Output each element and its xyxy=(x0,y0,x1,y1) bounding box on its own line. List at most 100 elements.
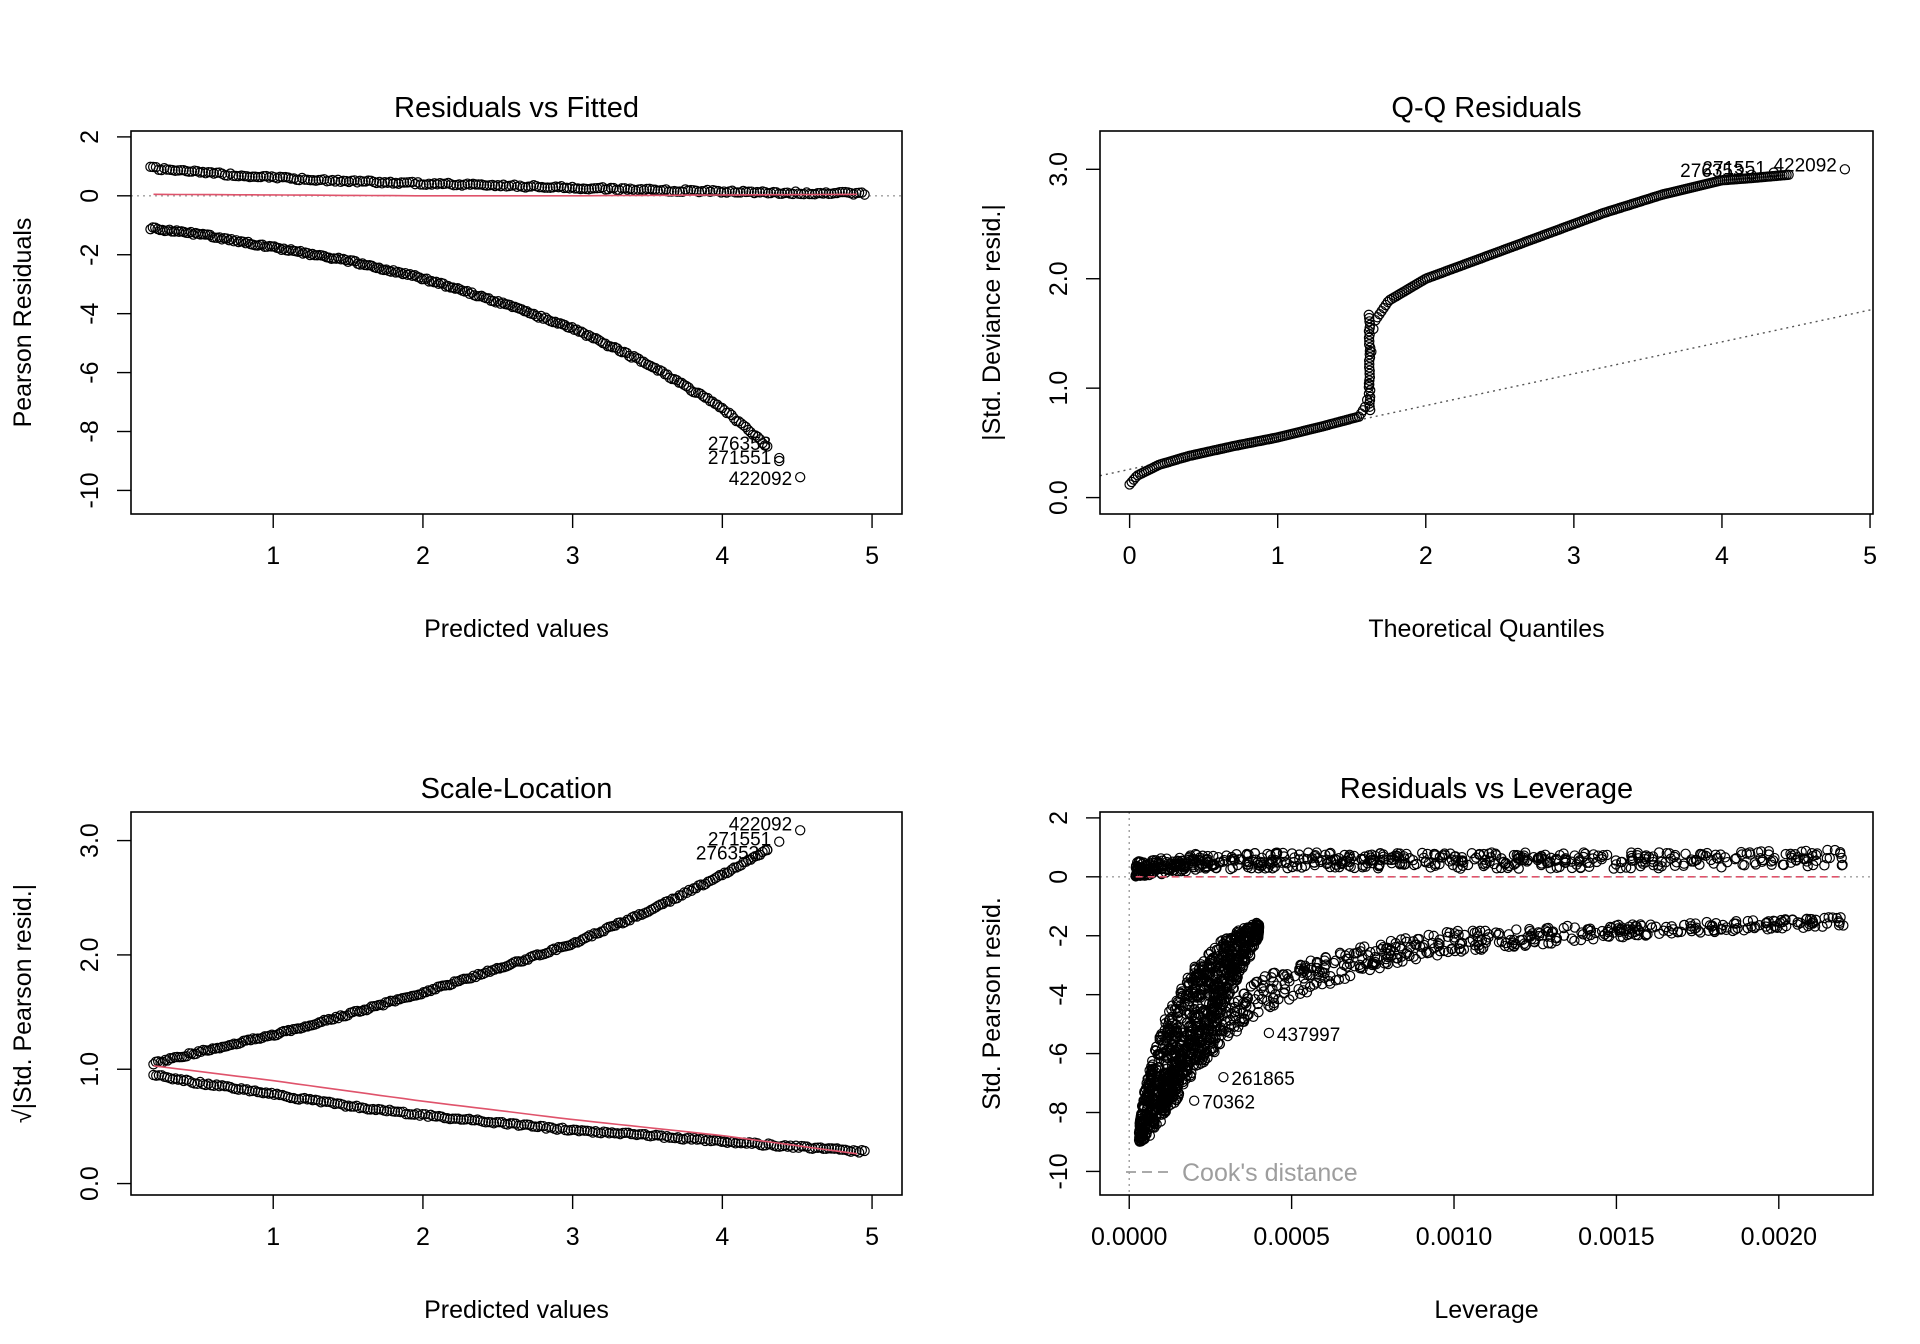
data-point xyxy=(175,165,186,176)
data-point xyxy=(1321,854,1332,865)
data-point xyxy=(1823,912,1834,923)
data-point xyxy=(185,226,197,238)
data-point xyxy=(1497,857,1509,868)
data-point xyxy=(1159,1024,1171,1036)
y-tick-label: 0.0 xyxy=(76,1166,104,1201)
data-point xyxy=(597,182,608,193)
data-point xyxy=(373,262,385,273)
data-point xyxy=(1232,995,1244,1007)
data-point xyxy=(319,250,330,262)
data-point xyxy=(1357,963,1368,974)
data-point xyxy=(1328,854,1339,865)
x-tick-label: 0 xyxy=(1123,542,1137,570)
data-point xyxy=(661,1131,673,1142)
data-point xyxy=(1421,946,1432,958)
y-tick-label: -4 xyxy=(1045,983,1073,1005)
data-point xyxy=(504,299,516,311)
data-point xyxy=(1708,858,1719,869)
qq-point xyxy=(1364,312,1375,324)
data-point xyxy=(1279,971,1291,982)
data-point xyxy=(787,1142,799,1153)
data-point xyxy=(558,182,570,194)
qq-point xyxy=(1363,381,1375,393)
data-point xyxy=(1191,971,1203,983)
data-point xyxy=(641,183,652,195)
data-point xyxy=(247,171,258,182)
data-point xyxy=(1188,977,1199,989)
data-point xyxy=(1156,1093,1167,1105)
data-point xyxy=(664,1132,675,1143)
data-point xyxy=(1243,932,1255,944)
labeled-point xyxy=(794,825,806,836)
data-point xyxy=(274,1089,285,1101)
data-point xyxy=(321,1015,332,1026)
data-point xyxy=(631,911,643,922)
data-point xyxy=(1296,862,1307,873)
data-point xyxy=(1319,967,1330,979)
data-point xyxy=(453,975,465,987)
data-point xyxy=(1183,988,1194,1000)
data-point xyxy=(273,243,285,254)
data-point xyxy=(1251,919,1262,930)
data-point xyxy=(1528,851,1539,863)
data-point xyxy=(414,1110,425,1121)
qq-point xyxy=(1363,378,1375,389)
data-point xyxy=(1366,849,1378,860)
data-point xyxy=(1199,984,1210,995)
labeled-point xyxy=(1263,1027,1275,1039)
data-point xyxy=(1253,926,1264,938)
data-point xyxy=(404,269,416,280)
data-point xyxy=(389,1106,401,1117)
plot-frame xyxy=(130,130,903,515)
data-point xyxy=(1474,943,1485,954)
data-point xyxy=(389,996,401,1007)
data-point xyxy=(1182,1050,1193,1062)
qq-point xyxy=(1357,405,1369,416)
data-point xyxy=(1193,1009,1205,1021)
data-point xyxy=(1731,916,1742,927)
data-point xyxy=(1200,854,1211,865)
data-point xyxy=(150,222,161,233)
data-point xyxy=(356,1005,368,1017)
data-point xyxy=(1464,936,1475,947)
data-point xyxy=(1310,849,1321,861)
data-point xyxy=(1316,979,1328,990)
y-axis-label: Std. Pearson resid. xyxy=(978,897,1006,1110)
data-point xyxy=(1344,849,1355,861)
data-point xyxy=(1311,847,1322,858)
data-point xyxy=(1608,927,1619,938)
data-point xyxy=(285,1092,296,1104)
data-point xyxy=(527,1121,538,1132)
data-point xyxy=(489,964,500,975)
data-point xyxy=(1728,918,1740,929)
x-tick-label: 0.0020 xyxy=(1741,1223,1817,1251)
data-point xyxy=(295,245,306,257)
data-point xyxy=(312,1095,324,1106)
smoother-line xyxy=(153,1065,858,1155)
y-axis-label: Pearson Residuals xyxy=(9,218,37,428)
data-point xyxy=(329,176,341,187)
y-axis-label: |Std. Deviance resid.| xyxy=(978,204,1006,441)
data-point xyxy=(1132,868,1143,879)
data-point xyxy=(1144,1082,1155,1094)
data-point xyxy=(1253,1006,1264,1018)
data-point xyxy=(1295,988,1306,999)
data-point xyxy=(175,1074,187,1085)
data-point xyxy=(305,174,316,186)
data-point xyxy=(538,1120,549,1132)
data-point xyxy=(524,1119,535,1131)
data-point xyxy=(1266,972,1277,983)
data-point xyxy=(1413,933,1425,945)
data-point xyxy=(626,352,637,363)
data-point xyxy=(1626,850,1637,862)
data-point xyxy=(567,938,579,949)
data-point xyxy=(1392,957,1403,969)
data-point xyxy=(498,179,509,190)
data-point xyxy=(1678,919,1690,931)
data-point xyxy=(1730,924,1741,935)
data-point xyxy=(1159,1070,1170,1081)
data-point xyxy=(757,846,768,858)
data-point xyxy=(548,943,560,954)
data-point xyxy=(1243,1009,1254,1021)
data-point xyxy=(1299,966,1310,977)
